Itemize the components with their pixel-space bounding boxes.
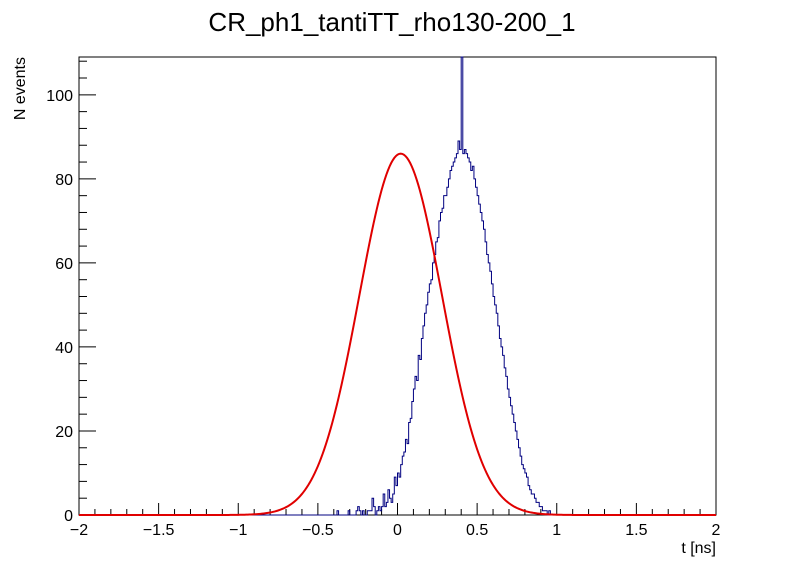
x-tick-label: 2 xyxy=(712,522,721,539)
y-axis-tick-labels: 0 20 40 60 80 100 xyxy=(46,88,73,525)
x-tick-label: 0 xyxy=(393,522,402,539)
y-tick-label: 100 xyxy=(46,88,73,105)
x-tick-label: 0.5 xyxy=(466,522,488,539)
x-axis-label: t [ns] xyxy=(681,540,716,557)
gaussian-fit-curve xyxy=(79,152,716,516)
x-tick-label: 1.5 xyxy=(625,522,647,539)
x-axis-ticks xyxy=(78,503,717,515)
plot-frame xyxy=(78,56,717,516)
x-tick-label: 1 xyxy=(552,522,561,539)
y-tick-label: 0 xyxy=(64,508,73,525)
y-tick-label: 20 xyxy=(55,424,73,441)
chart-title: CR_ph1_tantiTT_rho130-200_1 xyxy=(208,7,575,37)
x-tick-label: −1 xyxy=(229,522,247,539)
y-axis-ticks xyxy=(79,60,96,516)
y-axis-label: N events xyxy=(12,57,29,120)
y-tick-label: 40 xyxy=(55,340,73,357)
histogram-series xyxy=(79,56,716,516)
x-tick-label: −1.5 xyxy=(143,522,175,539)
x-axis-tick-labels: −2 −1.5 −1 −0.5 0 0.5 1 1.5 2 xyxy=(70,522,721,539)
x-tick-label: −0.5 xyxy=(302,522,334,539)
x-tick-label: −2 xyxy=(70,522,88,539)
y-tick-label: 60 xyxy=(55,256,73,273)
y-tick-label: 80 xyxy=(55,172,73,189)
